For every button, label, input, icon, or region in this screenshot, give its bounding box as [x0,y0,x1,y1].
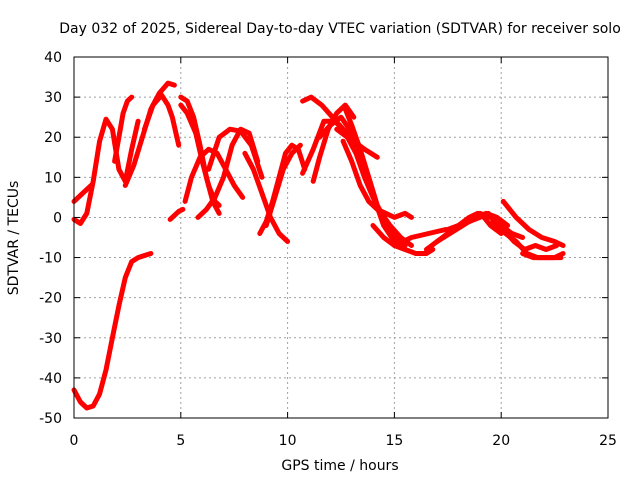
series-arc-23 [370,223,436,256]
y-tick-label: -10 [39,251,62,267]
x-tick-label: 15 [385,433,403,449]
plot-frame [73,56,609,419]
series-arc-31 [500,198,566,248]
x-tick-label: 0 [70,433,79,449]
y-tick-label: -20 [39,291,62,307]
data-series-group [71,80,566,411]
series-arc-4 [112,94,135,164]
series-arc-7 [167,206,186,222]
y-tick-label: 40 [44,50,62,66]
y-tick-label: 20 [44,130,62,146]
series-arc-1 [71,251,154,411]
series-arc-3 [71,182,94,204]
chart-title: Day 032 of 2025, Sidereal Day-to-day VTE… [59,21,621,37]
x-tick-label: 25 [599,433,617,449]
x-axis-label: GPS time / hours [281,458,398,474]
series-arc-15 [263,142,303,228]
y-tick-label: -30 [39,331,62,347]
series-arc-12 [206,126,265,180]
series-arc-6 [142,92,182,148]
x-tick-label: 20 [492,433,510,449]
series-arc-22 [342,106,408,248]
series-arc-32 [520,251,566,261]
series-arc-11 [195,126,261,220]
series-arc-17 [300,94,380,160]
x-axis-ticks: 0 5 10 15 20 25 [70,57,617,449]
y-tick-label: -40 [39,371,62,387]
y-axis-ticks: -50 -40 -30 -20 -10 0 10 20 30 40 [39,50,608,427]
y-tick-label: 0 [53,210,62,226]
x-tick-label: 5 [176,433,185,449]
series-arc-13 [242,150,291,244]
y-tick-label: 30 [44,90,62,106]
y-tick-label: 10 [44,170,62,186]
y-axis-label: SDTVAR / TECUs [6,181,22,296]
series-arc-2 [71,116,141,226]
series-arc-24 [391,227,449,248]
x-tick-label: 10 [279,433,297,449]
y-tick-label: -50 [39,411,62,427]
